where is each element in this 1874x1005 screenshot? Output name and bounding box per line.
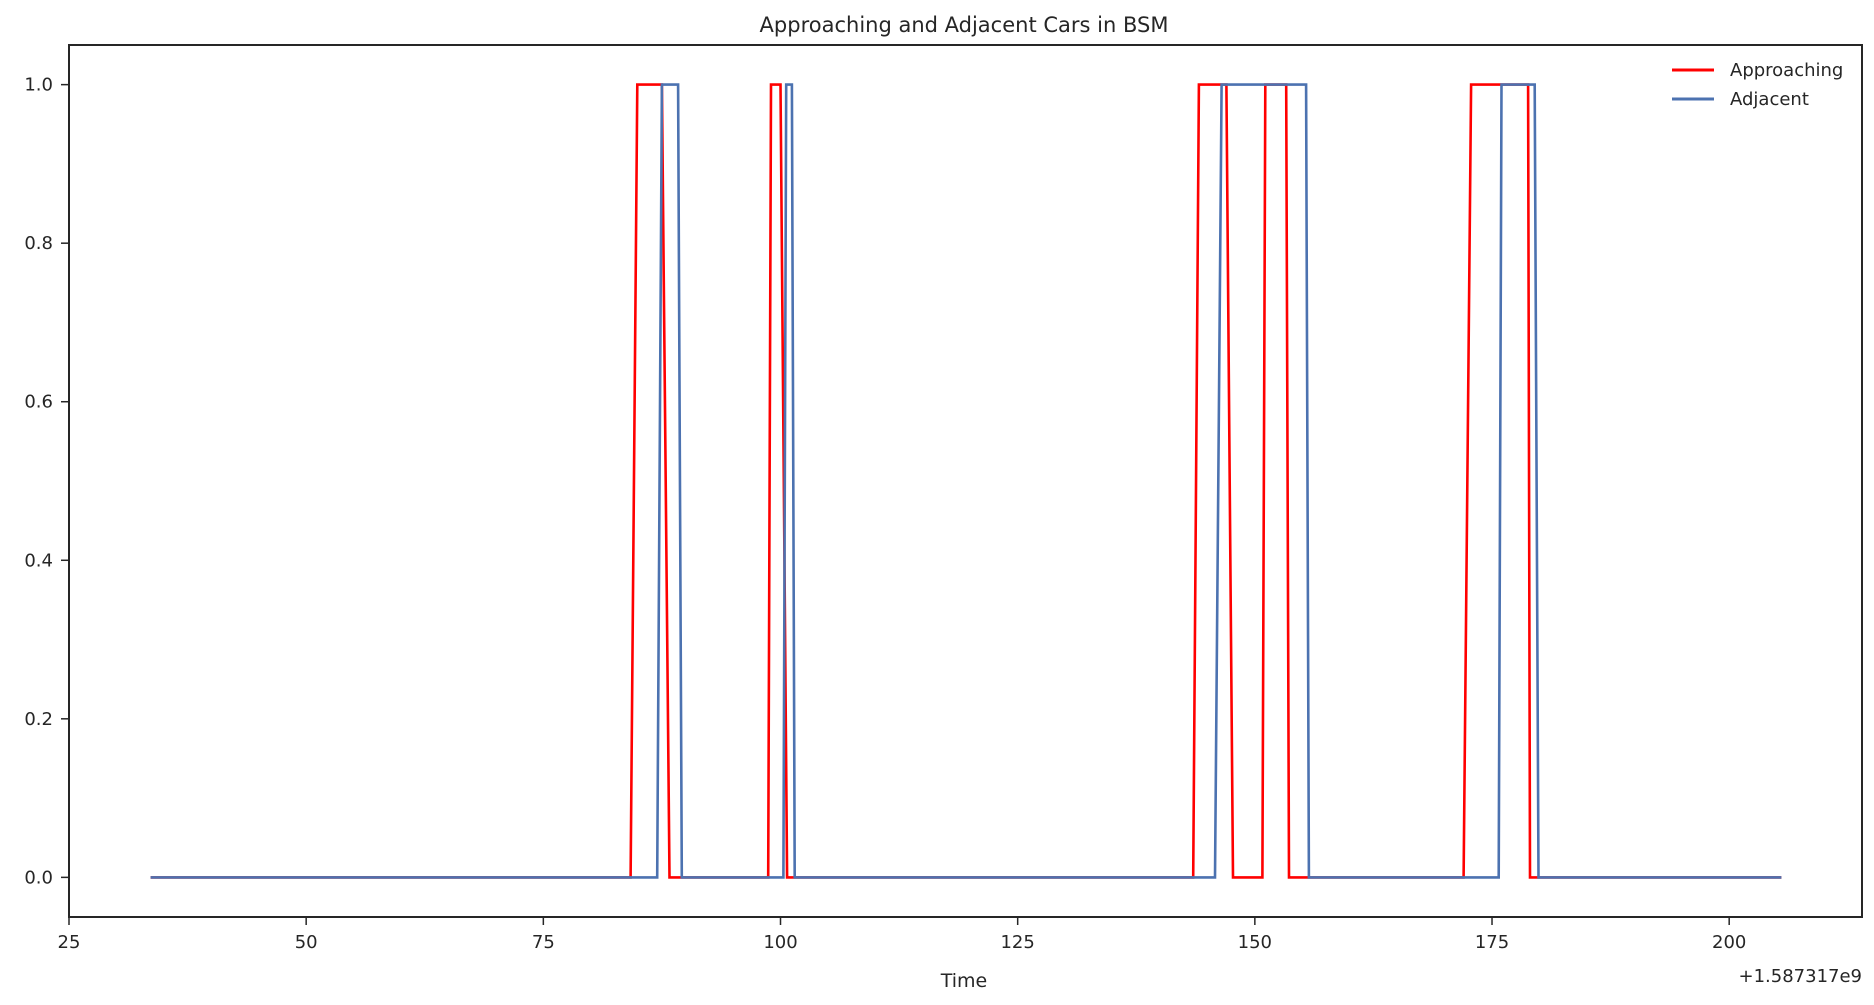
x-axis-label: Time (940, 970, 988, 992)
y-tick-label: 0.4 (24, 550, 53, 571)
x-tick-label: 150 (1238, 932, 1272, 953)
y-tick-label: 0.6 (24, 392, 53, 413)
y-axis: 0.0 0.2 0.4 0.6 0.8 1.0 (24, 75, 69, 888)
x-tick-label: 125 (1000, 932, 1034, 953)
chart-title: Approaching and Adjacent Cars in BSM (760, 13, 1169, 37)
x-tick-label: 200 (1712, 932, 1746, 953)
x-tick-label: 75 (532, 932, 555, 953)
series-layer (150, 83, 1782, 879)
legend-label-adjacent: Adjacent (1730, 89, 1809, 110)
y-tick-label: 1.0 (24, 75, 53, 96)
x-axis: 25 50 75 100 125 150 175 200 (58, 917, 1746, 953)
x-tick-label: 175 (1475, 932, 1509, 953)
x-tick-label: 50 (295, 932, 318, 953)
x-offset-label: +1.587317e9 (1739, 966, 1863, 987)
y-tick-label: 0.8 (24, 233, 53, 254)
x-tick-label: 25 (58, 932, 81, 953)
y-tick-label: 0.2 (24, 709, 53, 730)
plot-frame (68, 44, 1863, 918)
series-line-adjacent (150, 83, 1782, 879)
legend-label-approaching: Approaching (1730, 60, 1843, 81)
y-tick-label: 0.0 (24, 867, 53, 888)
legend: Approaching Adjacent (1672, 60, 1843, 110)
x-tick-label: 100 (763, 932, 797, 953)
